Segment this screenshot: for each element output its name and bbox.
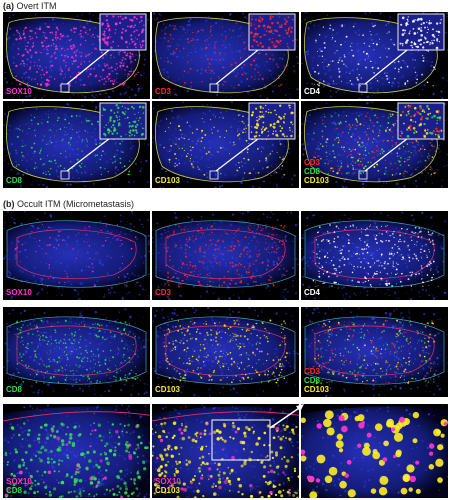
micrograph-image — [301, 211, 447, 300]
channel-labels: CD3 — [155, 288, 171, 297]
micrograph-image — [3, 307, 150, 397]
channel-label: CD4 — [304, 288, 321, 297]
channel-label: SOX10 — [6, 288, 32, 297]
panel-b-zoom-sox10-cd8: SOX10 CD8 — [3, 404, 150, 498]
channel-label: CD103 — [304, 176, 329, 185]
panel-b-zoom-detail — [301, 404, 448, 498]
panel-a-cd103: CD103 — [152, 101, 299, 188]
channel-label: SOX10 — [155, 477, 181, 486]
channel-label: CD103 — [155, 385, 180, 394]
channel-label: CD3 — [155, 87, 172, 96]
channel-label: CD3 — [304, 158, 321, 167]
channel-labels: CD3 — [155, 87, 171, 96]
channel-labels: CD103 — [155, 176, 180, 185]
panel-b-zoom-sox10-cd103: SOX10 CD103 — [152, 404, 299, 498]
micrograph-image — [301, 307, 448, 397]
micrograph-image — [301, 404, 448, 498]
section-a-title: Overt ITM — [16, 1, 57, 11]
micrograph-image — [152, 307, 299, 397]
micrograph-image — [3, 101, 150, 188]
channel-label: CD8 — [304, 376, 321, 385]
panel-a-cd4: CD4 — [301, 12, 448, 99]
micrograph-image — [152, 12, 299, 99]
micrograph-image — [152, 101, 299, 188]
channel-labels: SOX10 — [6, 288, 32, 297]
channel-labels: CD3 CD8 CD103 — [304, 367, 329, 394]
channel-labels: CD8 — [6, 385, 22, 394]
micrograph-image — [301, 12, 448, 99]
section-a-letter: (a) — [3, 1, 14, 11]
micrograph-image — [152, 211, 299, 300]
micrograph-image — [152, 404, 299, 498]
panel-a-merged: CD3 CD8 CD103 — [301, 101, 448, 188]
panel-b-cd8: CD8 — [3, 307, 150, 397]
channel-labels: SOX10 — [6, 87, 32, 96]
channel-label: CD8 — [6, 486, 23, 495]
channel-labels: SOX10 CD103 — [155, 477, 181, 495]
micrograph-image — [4, 12, 150, 99]
channel-labels: SOX10 CD8 — [6, 477, 32, 495]
panel-b-cd3: CD3 — [152, 211, 299, 300]
micrograph-image — [3, 404, 150, 498]
section-b-title: Occult ITM (Micrometastasis) — [17, 199, 135, 209]
channel-labels: CD4 — [304, 288, 320, 297]
section-b-letter: (b) — [3, 199, 15, 209]
panel-b-cd4: CD4 — [301, 211, 448, 300]
panel-b-sox10: SOX10 — [3, 211, 150, 300]
channel-label: SOX10 — [6, 477, 32, 486]
micrograph-image — [3, 211, 150, 300]
section-a-label: (a) Overt ITM — [3, 1, 57, 11]
channel-label: SOX10 — [6, 87, 32, 96]
section-b-label: (b) Occult ITM (Micrometastasis) — [3, 199, 134, 209]
zoom-arrow-icon — [269, 404, 304, 429]
panel-b-merged: CD3 CD8 CD103 — [301, 307, 448, 397]
channel-labels: CD8 — [6, 176, 22, 185]
channel-label: CD8 — [304, 167, 321, 176]
channel-labels: CD103 — [155, 385, 180, 394]
channel-label: CD3 — [304, 367, 321, 376]
channel-label: CD103 — [155, 486, 180, 495]
channel-label: CD8 — [6, 176, 23, 185]
micrograph-image — [301, 101, 448, 188]
panel-b-cd103: CD103 — [152, 307, 299, 397]
channel-labels: CD3 CD8 CD103 — [304, 158, 329, 185]
channel-label: CD4 — [304, 87, 321, 96]
channel-labels: CD4 — [304, 87, 320, 96]
channel-label: CD103 — [155, 176, 180, 185]
channel-label: CD3 — [155, 288, 172, 297]
panel-a-cd8: CD8 — [3, 101, 150, 188]
panel-a-sox10: SOX10 — [3, 12, 150, 99]
panel-a-cd3: CD3 — [152, 12, 299, 99]
channel-label: CD8 — [6, 385, 23, 394]
channel-label: CD103 — [304, 385, 329, 394]
